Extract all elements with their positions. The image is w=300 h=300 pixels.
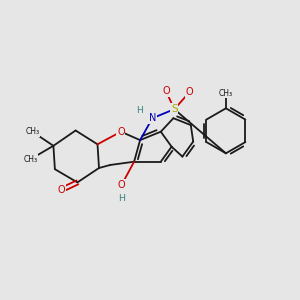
- Text: N: N: [149, 113, 156, 123]
- Text: H: H: [136, 106, 143, 115]
- Text: O: O: [117, 127, 125, 137]
- Text: O: O: [118, 180, 125, 190]
- Text: O: O: [185, 87, 193, 98]
- Text: O: O: [162, 86, 170, 96]
- Text: CH₃: CH₃: [219, 89, 233, 98]
- Text: O: O: [58, 185, 65, 195]
- Text: H: H: [118, 194, 125, 203]
- Text: S: S: [171, 104, 178, 114]
- Text: CH₃: CH₃: [25, 127, 40, 136]
- Text: CH₃: CH₃: [24, 154, 38, 164]
